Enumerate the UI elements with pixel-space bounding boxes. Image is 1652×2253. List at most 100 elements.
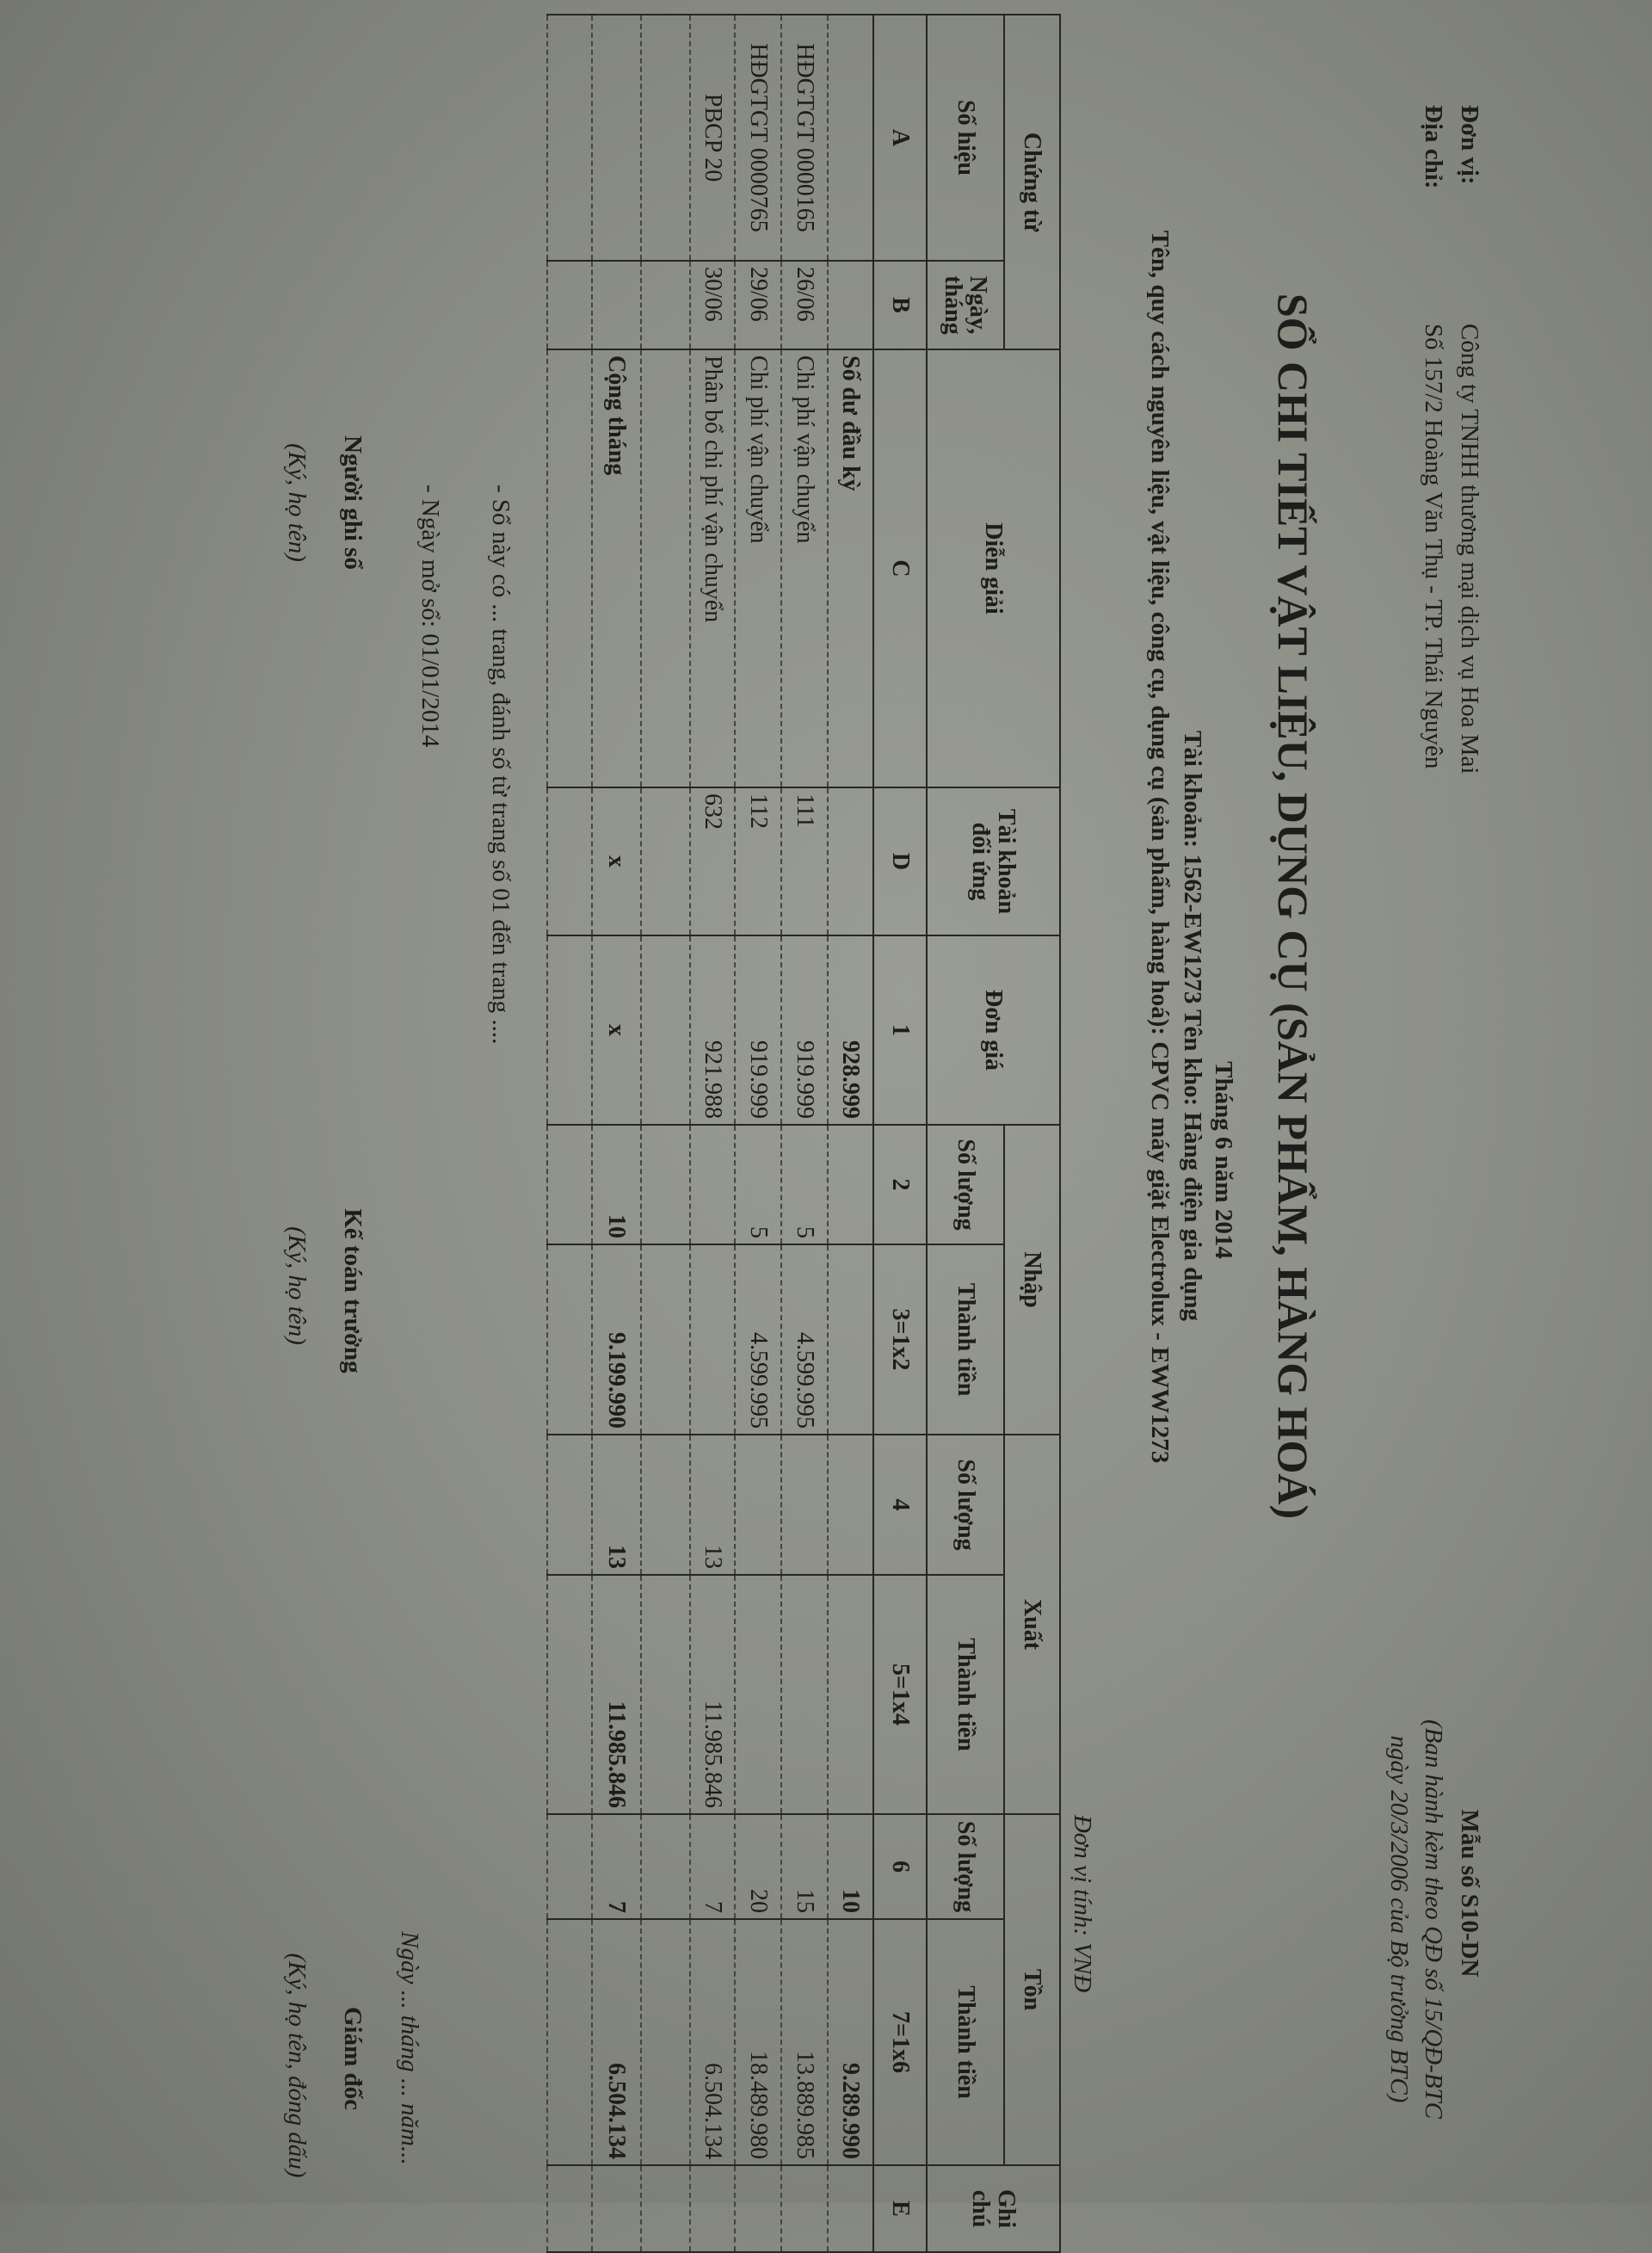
table-cell: Chi phí vận chuyển bbox=[735, 349, 781, 788]
table-cell: HĐGTGT 0000765 bbox=[735, 15, 781, 261]
table-cell bbox=[781, 1575, 828, 1815]
table-cell: 10 bbox=[828, 1814, 873, 1920]
table-cell: HĐGTGT 0000165 bbox=[781, 15, 828, 261]
table-cell bbox=[828, 2165, 873, 2253]
table-cell: 111 bbox=[781, 787, 828, 936]
table-cell bbox=[828, 1125, 873, 1245]
period: Tháng 6 năm 2014 bbox=[1210, 1061, 1237, 1259]
table-cell: 9.199.990 bbox=[592, 1244, 641, 1435]
header-out-amount: Thành tiền bbox=[927, 1575, 1004, 1815]
header-number: Số hiệu bbox=[927, 15, 1004, 261]
table-row: HĐGTGT 0000765 29/06 Chi phí vận chuyển 112… bbox=[735, 15, 781, 2253]
table-cell: 7 bbox=[690, 1814, 735, 1920]
header-stock: Tồn bbox=[1004, 1814, 1060, 2166]
table-cell bbox=[547, 1435, 592, 1576]
item-line: Tên, quy cách nguyên liệu, vật liệu, côn… bbox=[1146, 230, 1174, 1464]
unit-value: Công ty TNHH thương mại dịch vụ Hoa Mai bbox=[1456, 324, 1483, 775]
header-in-amount: Thành tiền bbox=[927, 1244, 1004, 1435]
signer-recorder-title: Người ghi sổ bbox=[339, 435, 367, 570]
table-cell bbox=[641, 1435, 690, 1576]
table-cell bbox=[781, 2165, 828, 2253]
table-cell bbox=[735, 1435, 781, 1576]
column-code: 2 bbox=[873, 1125, 927, 1245]
table-cell: 921.988 bbox=[690, 935, 735, 1126]
table-cell: 18.489.980 bbox=[735, 1919, 781, 2166]
table-cell bbox=[735, 2165, 781, 2253]
column-code: 5=1x4 bbox=[873, 1575, 927, 1815]
account-line: Tài khoản: 1562-EW1273 Tên kho: Hàng điệ… bbox=[1179, 731, 1206, 1321]
table-cell: 7 bbox=[592, 1814, 641, 1920]
table-cell bbox=[641, 261, 690, 350]
table-cell bbox=[547, 261, 592, 350]
column-code: C bbox=[873, 349, 927, 788]
table-cell: 29/06 bbox=[735, 261, 781, 350]
table-cell bbox=[641, 1125, 690, 1245]
date-line: Ngày ... tháng ... năm... bbox=[396, 1931, 423, 2165]
table-cell bbox=[641, 2165, 690, 2253]
column-code: E bbox=[873, 2165, 927, 2253]
header-note: Ghi chú bbox=[927, 2165, 1060, 2253]
table-cell bbox=[641, 1575, 690, 1815]
table-cell bbox=[641, 349, 690, 788]
table-cell: 919.999 bbox=[735, 935, 781, 1126]
table-cell bbox=[828, 15, 873, 261]
column-code: B bbox=[873, 261, 927, 350]
column-code: 7=1x6 bbox=[873, 1919, 927, 2166]
header-voucher: Chứng từ bbox=[1004, 15, 1060, 350]
header-out-qty: Số lượng bbox=[927, 1435, 1004, 1576]
table-cell bbox=[547, 1575, 592, 1815]
header-description: Diễn giải bbox=[927, 349, 1060, 788]
table-cell bbox=[781, 1435, 828, 1576]
form-note-1: (Ban hành kèm theo QĐ số 15/QĐ-BTC bbox=[1420, 1719, 1447, 2119]
column-code: D bbox=[873, 787, 927, 936]
table-row: Cộng tháng x x 10 9.199.990 13 11.985.846 7 6.50… bbox=[592, 15, 641, 2253]
table-cell: Số dư đầu kỳ bbox=[828, 349, 873, 788]
signer-director-note: (Ký, họ tên, đóng dấu) bbox=[283, 1953, 311, 2178]
header-account: Tài khoản đối ứng bbox=[927, 787, 1060, 936]
table-cell bbox=[828, 1575, 873, 1815]
table-cell bbox=[828, 787, 873, 936]
currency-unit: Đơn vị tính: VNĐ bbox=[1069, 1814, 1096, 1993]
table-cell bbox=[690, 2165, 735, 2253]
table-row: PBCP 20 30/06 Phân bổ chi phí vận chuyển 63… bbox=[690, 15, 735, 2253]
column-code: 1 bbox=[873, 935, 927, 1126]
table-cell: 10 bbox=[592, 1125, 641, 1245]
column-code: 6 bbox=[873, 1814, 927, 1920]
table-cell bbox=[547, 787, 592, 936]
unit-label: Đơn vị: bbox=[1456, 105, 1483, 185]
table-cell: PBCP 20 bbox=[690, 15, 735, 261]
table-cell bbox=[641, 15, 690, 261]
table-cell bbox=[547, 2165, 592, 2253]
page-title: SỔ CHI TIẾT VẬT LIỆU, DỤNG CỤ (SẢN PHẨM,… bbox=[1269, 293, 1317, 1520]
table-cell bbox=[641, 1814, 690, 1920]
table-cell: 928.999 bbox=[828, 935, 873, 1126]
table-cell bbox=[690, 1244, 735, 1435]
table-row: Số dư đầu kỳ 928.999 10 9.289.990 bbox=[828, 15, 873, 2253]
table-cell bbox=[735, 1575, 781, 1815]
table-cell: 5 bbox=[735, 1125, 781, 1245]
signer-recorder-note: (Ký, họ tên) bbox=[283, 443, 311, 562]
table-cell bbox=[547, 935, 592, 1126]
header-in-qty: Số lượng bbox=[927, 1125, 1004, 1245]
header-in: Nhập bbox=[1004, 1125, 1060, 1435]
table-cell bbox=[690, 1125, 735, 1245]
table-cell: 13 bbox=[690, 1435, 735, 1576]
table-cell bbox=[547, 1814, 592, 1920]
note-open-date: - Ngày mở sổ: 01/01/2014 bbox=[416, 485, 444, 748]
table-cell bbox=[641, 935, 690, 1126]
header-stock-amount: Thành tiền bbox=[927, 1919, 1004, 2166]
table-cell bbox=[641, 1919, 690, 2166]
table-cell bbox=[828, 1435, 873, 1576]
table-cell bbox=[547, 15, 592, 261]
table-cell: 13.889.985 bbox=[781, 1919, 828, 2166]
signer-accountant-note: (Ký, họ tên) bbox=[283, 1226, 311, 1345]
table-cell bbox=[547, 1244, 592, 1435]
table-cell: 919.999 bbox=[781, 935, 828, 1126]
table-cell: 9.289.990 bbox=[828, 1919, 873, 2166]
table-cell: Cộng tháng bbox=[592, 349, 641, 788]
table-cell: 6.504.134 bbox=[690, 1919, 735, 2166]
table-cell: 4.599.995 bbox=[781, 1244, 828, 1435]
table-cell: 26/06 bbox=[781, 261, 828, 350]
table-cell: Chi phí vận chuyển bbox=[781, 349, 828, 788]
table-cell bbox=[547, 349, 592, 788]
